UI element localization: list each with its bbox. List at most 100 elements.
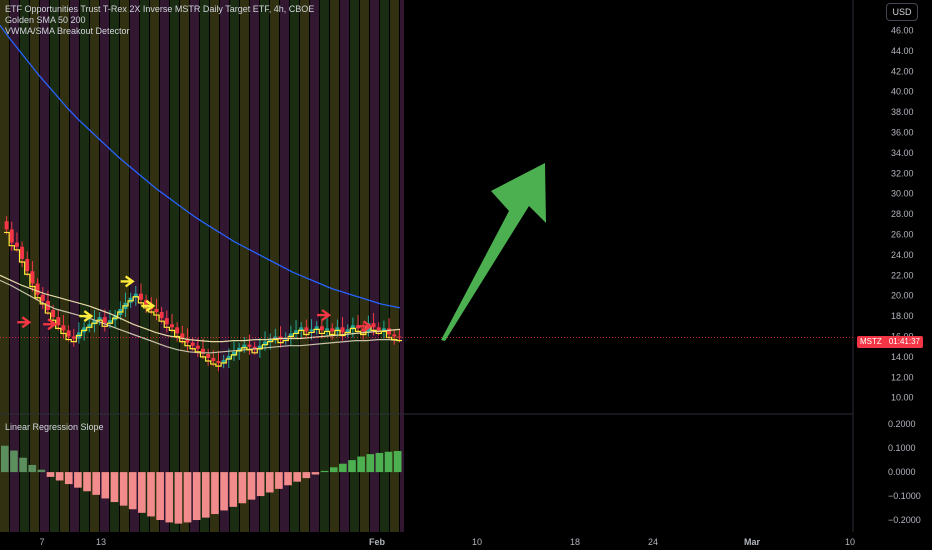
candle-body xyxy=(164,318,169,325)
last-price-label: MSTZ 01:41:37 xyxy=(857,336,923,348)
candle-body xyxy=(133,293,138,298)
breakout-arrow xyxy=(124,275,135,288)
candle-body xyxy=(56,317,61,326)
price-tick-label: 28.00 xyxy=(891,209,914,219)
session-stripe xyxy=(260,0,269,532)
histogram-bar xyxy=(165,472,174,523)
candle-body xyxy=(25,258,30,272)
price-tick-label: 42.00 xyxy=(891,66,914,76)
indicator-label-vwma-breakout[interactable]: VWMA/SMA Breakout Detector xyxy=(5,26,130,36)
session-stripe xyxy=(60,0,69,532)
candle-body xyxy=(356,325,361,329)
time-axis: 7 13 Feb 10 18 24 Mar 10 xyxy=(39,537,855,547)
session-stripe xyxy=(340,0,349,532)
price-tick-label: 40.00 xyxy=(891,87,914,97)
candle-body xyxy=(138,293,143,300)
candle-body xyxy=(232,351,237,356)
histogram-bar xyxy=(92,472,100,495)
candle-body xyxy=(268,338,273,342)
session-stripe xyxy=(140,0,149,532)
signal-step-line xyxy=(4,231,402,367)
candle-body xyxy=(304,327,309,332)
price-tick-label: 20.00 xyxy=(891,291,914,301)
histogram-bar xyxy=(83,472,91,492)
price-tick-label: 44.00 xyxy=(891,46,914,56)
candle-body xyxy=(309,329,314,332)
candle-body xyxy=(211,357,216,361)
session-stripe xyxy=(220,0,229,532)
candle-body xyxy=(263,341,268,346)
session-stripe xyxy=(190,0,199,532)
histogram-bar xyxy=(320,470,329,473)
candle-body xyxy=(66,330,71,337)
breakout-arrow xyxy=(145,299,156,312)
indicator-axis: 0.2000 0.1000 0.0000 −0.1000 −0.2000 xyxy=(888,419,921,525)
time-tick-label: 18 xyxy=(570,537,580,547)
session-stripe xyxy=(130,0,139,532)
histogram-bar xyxy=(247,472,256,500)
histogram-bar xyxy=(293,472,301,482)
session-stripe xyxy=(70,0,79,532)
candle-body xyxy=(4,221,9,230)
candle-body xyxy=(381,328,386,331)
session-stripe xyxy=(270,0,279,532)
price-tick-label: 12.00 xyxy=(891,372,914,382)
indicator-tick-label: 0.1000 xyxy=(888,443,916,453)
session-stripe xyxy=(210,0,219,532)
last-price-countdown: 01:41:37 xyxy=(888,337,920,346)
histogram-bar xyxy=(275,472,283,489)
candle-body xyxy=(325,328,330,331)
histogram-bar xyxy=(384,451,393,473)
price-tick-label: 38.00 xyxy=(891,107,914,117)
symbol-title: ETF Opportunities Trust T-Rex 2X Inverse… xyxy=(5,4,315,14)
histogram-bar xyxy=(256,472,265,497)
candle-body xyxy=(9,229,14,243)
histogram-bar xyxy=(375,452,384,473)
indicator-tick-label: 0.0000 xyxy=(888,467,916,477)
candle-body xyxy=(14,242,19,247)
price-tick-label: 14.00 xyxy=(891,352,914,362)
candle-body xyxy=(392,334,397,337)
candle-body xyxy=(201,348,205,354)
indicator-tick-label: 0.2000 xyxy=(888,419,916,429)
currency-button[interactable]: USD xyxy=(886,3,918,21)
histogram-bar xyxy=(128,472,137,510)
candle-body xyxy=(97,317,102,321)
session-stripe xyxy=(230,0,239,532)
histogram-bar xyxy=(119,472,128,506)
session-stripe xyxy=(360,0,369,532)
histogram-bar xyxy=(311,472,320,475)
candle-body xyxy=(350,325,355,330)
candle-body xyxy=(273,336,278,339)
time-tick-label: Feb xyxy=(369,537,386,547)
histogram-bar xyxy=(55,472,64,481)
session-stripe xyxy=(280,0,289,532)
histogram-bar xyxy=(357,456,365,473)
histogram-bar xyxy=(64,472,73,485)
price-tick-label: 24.00 xyxy=(891,250,914,260)
candle-body xyxy=(226,355,231,360)
time-tick-label: 13 xyxy=(96,537,106,547)
session-stripe xyxy=(150,0,159,532)
histogram-bar xyxy=(110,472,119,503)
indicator-tick-label: −0.1000 xyxy=(888,491,921,501)
sma-long-line xyxy=(0,24,401,309)
session-stripe xyxy=(330,0,339,532)
session-stripe xyxy=(90,0,99,532)
candle-body xyxy=(175,327,180,334)
session-stripe xyxy=(400,0,404,532)
candle-body xyxy=(30,271,35,284)
candle-body xyxy=(185,338,190,343)
indicator-pane-title[interactable]: Linear Regression Slope xyxy=(5,422,104,432)
candle-body xyxy=(397,336,402,338)
session-stripe xyxy=(50,0,59,532)
candle-body xyxy=(371,323,376,328)
candle-body xyxy=(221,359,226,364)
price-tick-label: 22.00 xyxy=(891,270,914,280)
session-stripe xyxy=(310,0,319,532)
breakout-arrow xyxy=(47,318,58,331)
drawn-up-arrow xyxy=(441,163,546,341)
candle-body xyxy=(35,283,40,295)
indicator-label-golden-sma[interactable]: Golden SMA 50 200 xyxy=(5,15,86,25)
session-stripe xyxy=(100,0,109,532)
